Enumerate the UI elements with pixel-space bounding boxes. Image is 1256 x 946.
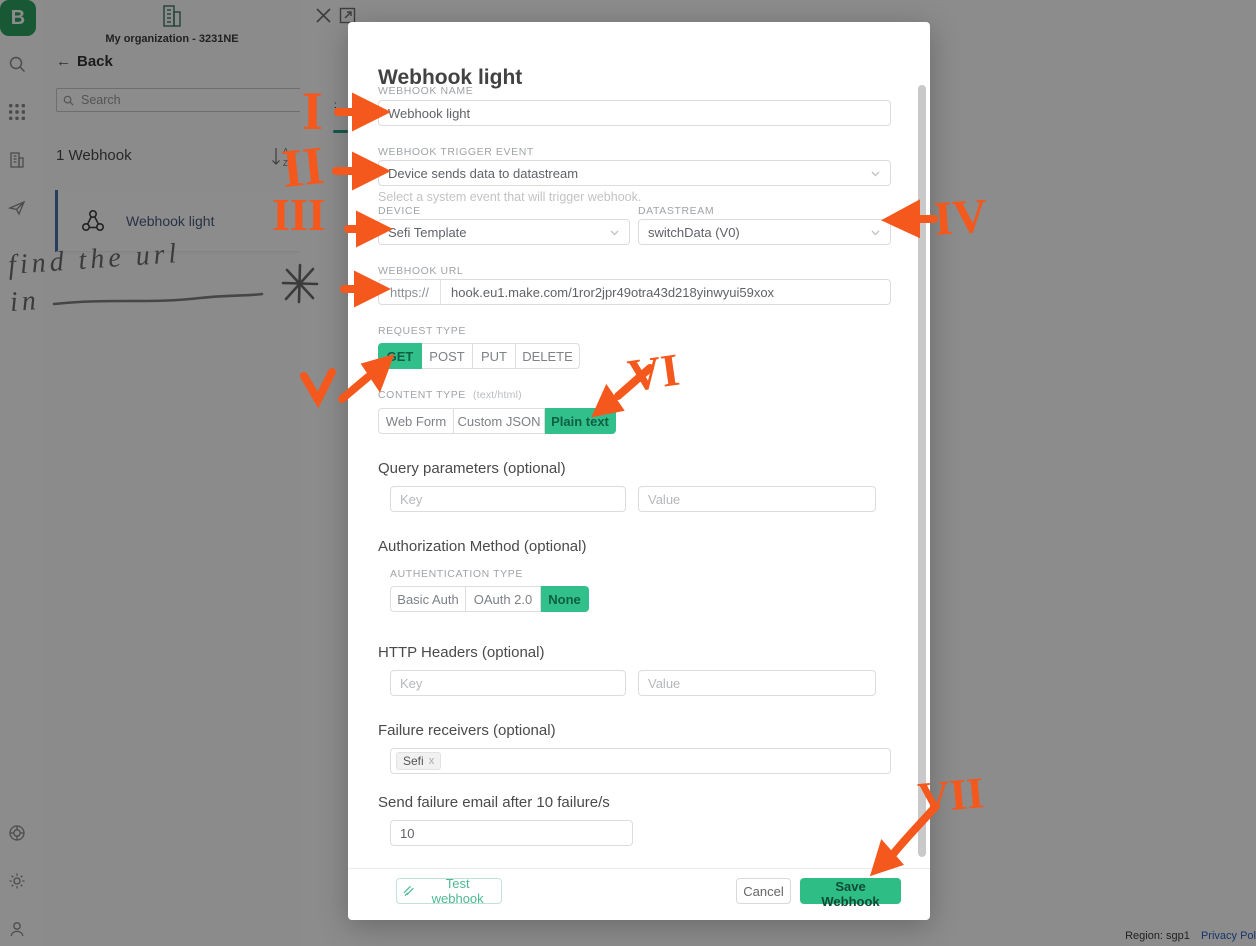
back-arrow-icon: ← [56, 53, 71, 70]
content-type-label: CONTENT TYPE (text/html) [378, 389, 522, 401]
request-type-label: REQUEST TYPE [378, 325, 466, 337]
organization-name: My organization - 3231NE [105, 33, 239, 45]
query-value-input[interactable] [638, 486, 876, 512]
auth-basic[interactable]: Basic Auth [390, 586, 466, 612]
webhook-name-input[interactable] [378, 100, 891, 126]
request-type-group: GET POST PUT DELETE [378, 343, 580, 369]
request-type-delete[interactable]: DELETE [516, 343, 580, 369]
region-label: Region: sgp1 [1125, 930, 1190, 942]
panel-search [56, 88, 303, 112]
support-lifebuoy-icon[interactable] [8, 824, 26, 842]
chevron-down-icon [871, 230, 880, 235]
table-dash [333, 130, 348, 133]
remove-tag-icon[interactable]: x [428, 755, 435, 767]
search-icon[interactable] [8, 55, 26, 73]
request-type-post[interactable]: POST [422, 343, 473, 369]
back-button[interactable]: ← Back [56, 53, 113, 70]
svg-text:Z: Z [283, 159, 288, 168]
test-webhook-button[interactable]: Test webhook [396, 876, 502, 906]
auth-type-group: Basic Auth OAuth 2.0 None [390, 586, 589, 612]
trigger-event-value: Device sends data to datastream [388, 165, 579, 181]
datastream-label: DATASTREAM [638, 205, 715, 217]
webhook-modal: Webhook light WEBHOOK NAME WEBHOOK TRIGG… [348, 22, 930, 920]
webhook-name-label: WEBHOOK NAME [378, 85, 474, 97]
modal-footer: Test webhook Cancel Save Webhook [348, 868, 930, 921]
cancel-button[interactable]: Cancel [736, 878, 791, 904]
automations-icon[interactable] [8, 199, 26, 217]
auth-none[interactable]: None [541, 586, 589, 612]
auth-oauth2[interactable]: OAuth 2.0 [466, 586, 541, 612]
webhook-item-label: Webhook light [126, 212, 215, 229]
blynk-logo-letter: B [10, 6, 26, 29]
modal-scrollbar[interactable] [918, 85, 926, 857]
datastream-value: switchData (V0) [648, 224, 740, 240]
search-input[interactable] [79, 92, 296, 108]
settings-gear-icon[interactable] [8, 872, 26, 890]
device-select[interactable]: Sefi Template [378, 219, 630, 245]
test-webhook-label: Test webhook [431, 876, 484, 906]
close-icon[interactable] [315, 7, 332, 24]
device-label: DEVICE [378, 205, 421, 217]
query-params-heading: Query parameters (optional) [378, 460, 566, 477]
content-type-plain-text[interactable]: Plain text [545, 408, 616, 434]
trigger-event-select[interactable]: Device sends data to datastream [378, 160, 891, 186]
url-scheme-prefix: https:// [379, 280, 442, 304]
http-headers-heading: HTTP Headers (optional) [378, 644, 545, 661]
apps-grid-icon[interactable] [8, 103, 26, 121]
trigger-event-label: WEBHOOK TRIGGER EVENT [378, 146, 534, 158]
chevron-down-icon [610, 230, 619, 235]
modal-title: Webhook light [378, 66, 523, 89]
webhook-list-item[interactable]: Webhook light [55, 190, 300, 252]
webhook-count: 1 Webhook [56, 147, 132, 164]
organization-icon[interactable] [8, 151, 26, 169]
failure-receivers-heading: Failure receivers (optional) [378, 722, 556, 739]
header-value-input[interactable] [638, 670, 876, 696]
receiver-tag: Sefi x [396, 752, 442, 770]
request-type-get[interactable]: GET [378, 343, 422, 369]
blynk-logo[interactable]: B [0, 0, 36, 36]
request-type-put[interactable]: PUT [473, 343, 516, 369]
content-type-web-form[interactable]: Web Form [378, 408, 454, 434]
auth-method-heading: Authorization Method (optional) [378, 538, 587, 555]
webhook-url-label: WEBHOOK URL [378, 265, 464, 277]
chevron-down-icon [871, 171, 880, 176]
privacy-policy-link[interactable]: Privacy Pol [1200, 930, 1256, 942]
org-building-icon [159, 3, 185, 29]
search-icon [63, 95, 74, 106]
failure-count-input[interactable] [390, 820, 633, 846]
query-key-input[interactable] [390, 486, 626, 512]
header-key-input[interactable] [390, 670, 626, 696]
save-webhook-button[interactable]: Save Webhook [800, 878, 901, 909]
footer-region: Region: sgp1 Privacy Pol [1125, 930, 1256, 942]
user-profile-icon[interactable] [8, 920, 26, 938]
url-value: hook.eu1.make.com/1ror2jpr49otra43d218yi… [451, 284, 775, 300]
auth-type-label: AUTHENTICATION TYPE [390, 568, 523, 580]
svg-text:A: A [283, 147, 289, 156]
device-value: Sefi Template [388, 224, 467, 240]
datastream-select[interactable]: switchData (V0) [638, 219, 891, 245]
trigger-helper-text: Select a system event that will trigger … [378, 190, 642, 204]
failure-email-heading: Send failure email after 10 failure/s [378, 794, 610, 811]
back-label: Back [77, 53, 113, 70]
failure-receivers-input[interactable]: Sefi x [390, 748, 891, 774]
webhook-icon [81, 209, 104, 231]
test-sparkle-icon [403, 885, 414, 897]
content-type-hint: (text/html) [472, 389, 522, 401]
webhooks-panel: My organization - 3231NE ← Back 1 Webhook… [44, 0, 303, 946]
expand-icon[interactable] [339, 7, 356, 24]
receiver-tag-label: Sefi [403, 754, 424, 768]
content-type-custom-json[interactable]: Custom JSON [454, 408, 545, 434]
webhook-url-input[interactable]: https:// hook.eu1.make.com/1ror2jpr49otr… [378, 279, 891, 305]
sort-az-icon[interactable]: A Z [270, 145, 292, 169]
content-type-group: Web Form Custom JSON Plain text [378, 408, 616, 434]
